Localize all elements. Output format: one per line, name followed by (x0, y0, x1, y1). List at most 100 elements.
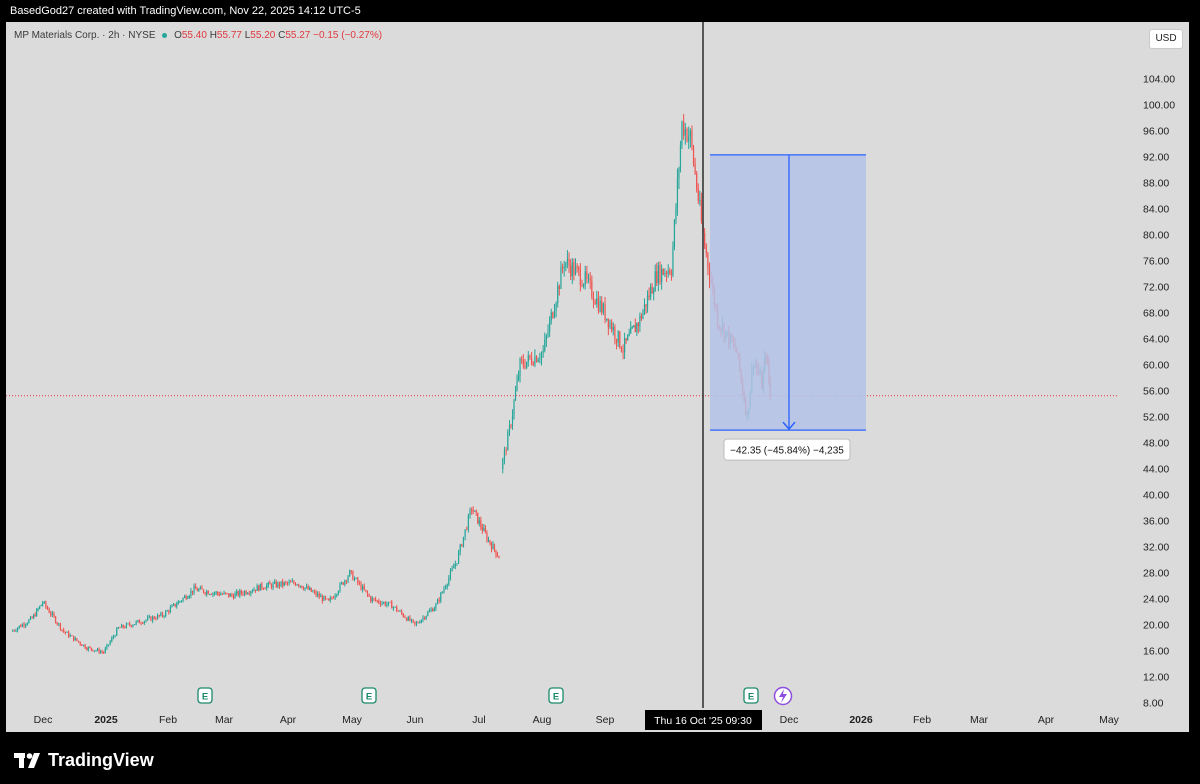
candle-body (237, 591, 239, 596)
x-tick-label: Dec (34, 714, 53, 726)
candle-body (45, 601, 47, 607)
candle-body (561, 266, 564, 269)
y-axis-labels: 8.00 12.00 16.00 20.00 24.00 28.00 32.00 36.00 4… (1143, 74, 1175, 710)
candle-body (40, 604, 42, 606)
candle-body (50, 612, 52, 615)
candle-body (26, 623, 28, 625)
chart-pane[interactable]: 8.00 12.00 16.00 20.00 24.00 28.00 32.00 36.00 4… (6, 22, 1189, 732)
candle-body (179, 601, 181, 602)
close-value: 55.27 (285, 30, 311, 41)
candle-body (642, 311, 644, 319)
candle-body (64, 631, 66, 633)
candle-body (258, 585, 260, 591)
candle-body (384, 602, 386, 606)
candle-body (92, 649, 94, 652)
candle-body (557, 285, 559, 304)
candle-body (56, 622, 58, 624)
candle-body (614, 326, 616, 339)
candle-body (688, 136, 690, 142)
candle-body (481, 527, 483, 531)
candle-body (282, 581, 284, 586)
candle-body (464, 529, 466, 537)
candle-body (267, 582, 269, 586)
candle-body (474, 510, 476, 512)
y-tick-label: 40.00 (1143, 490, 1169, 502)
candle-body (130, 625, 132, 627)
candle-body (291, 581, 293, 583)
candle-body (187, 597, 189, 599)
candle-body (236, 591, 238, 594)
candle-body (109, 641, 111, 645)
earnings-marker: E (197, 687, 213, 704)
candle-body (406, 617, 408, 621)
candle-body (269, 582, 271, 585)
candle-body (150, 616, 152, 621)
candle-body (568, 258, 570, 266)
y-tick-label: 100.00 (1143, 100, 1175, 112)
high-value: 55.77 (216, 30, 242, 41)
change-value: −0.15 (−0.27%) (313, 30, 383, 41)
candle-body (277, 582, 279, 587)
candle-body (117, 627, 119, 629)
open-value: 55.40 (181, 30, 207, 41)
candle-body (190, 590, 192, 596)
candle-body (691, 130, 693, 147)
candle-body (239, 590, 241, 596)
candle-body (132, 625, 134, 627)
candle-body (412, 619, 414, 622)
candle-body (611, 322, 613, 331)
candle-body (670, 273, 673, 275)
candle-body (59, 623, 62, 630)
measure-label: −42.35 (−45.84%) −4,235 (730, 446, 844, 457)
candle-body (360, 583, 362, 590)
candle-body (430, 609, 432, 611)
tradingview-logo-icon (14, 752, 40, 768)
candle-body (165, 611, 167, 617)
candle-body (104, 648, 106, 653)
price-chart[interactable]: 8.00 12.00 16.00 20.00 24.00 28.00 32.00 36.00 4… (6, 22, 1189, 732)
candle-body (251, 591, 254, 592)
candle-body (278, 582, 281, 587)
candle-body (656, 271, 658, 284)
currency-button[interactable]: USD (1149, 29, 1183, 49)
candle-body (420, 619, 422, 623)
candle-body (28, 619, 30, 624)
candle-body (653, 291, 655, 294)
candle-body (201, 587, 203, 590)
candle-body (15, 630, 17, 632)
x-tick-label: 2026 (849, 714, 873, 726)
top-bar: BasedGod27 created with TradingView.com,… (0, 0, 1200, 22)
candle-body (116, 628, 118, 636)
candle-body (107, 644, 110, 646)
candle-body (76, 638, 78, 641)
candle-body (334, 595, 336, 599)
candle-body (180, 600, 183, 602)
candle-body (587, 278, 590, 279)
candle-body (36, 609, 38, 617)
candle-body (21, 624, 24, 627)
candle-body (18, 625, 20, 628)
candle-body (103, 652, 105, 653)
candle-body (293, 581, 295, 584)
candle-body (457, 552, 460, 564)
candle-body (347, 576, 349, 581)
candle-body (298, 584, 300, 586)
candle-body (13, 630, 15, 632)
candle-body (153, 616, 155, 619)
candle-body (414, 621, 416, 625)
earnings-marker: E (548, 687, 564, 704)
candle-body (404, 616, 406, 618)
candle-body (396, 606, 398, 611)
candle-body (349, 570, 351, 577)
x-tick-label: Aug (533, 714, 552, 726)
candle-body (270, 584, 273, 588)
y-tick-label: 28.00 (1143, 568, 1169, 580)
crosshair-date-label: Thu 16 Oct '25 09:30 (645, 710, 762, 730)
candle-body (152, 616, 154, 621)
candle-body (98, 648, 100, 653)
earnings-marker-box (197, 687, 213, 704)
candle-body (188, 595, 190, 598)
candle-body (290, 581, 292, 583)
candle-body (99, 651, 102, 653)
candle-body (510, 425, 512, 427)
